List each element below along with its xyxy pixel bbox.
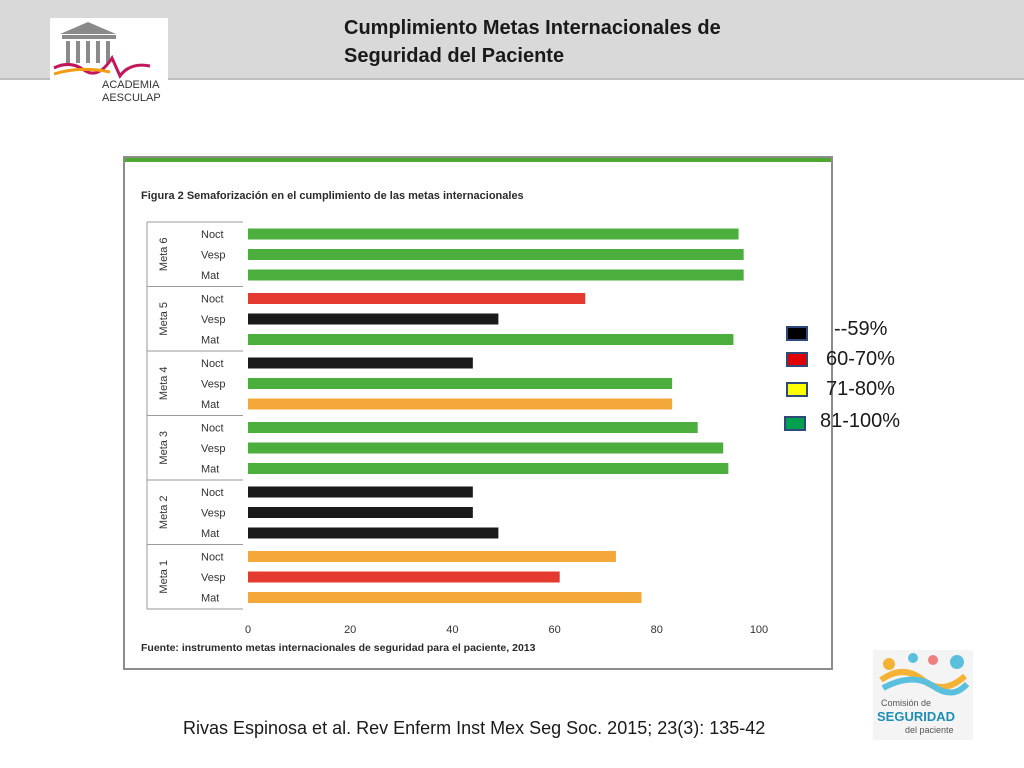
group-label: Meta 5 — [158, 302, 170, 336]
legend-label: 81-100% — [820, 410, 901, 432]
x-tick-label: 100 — [750, 624, 768, 636]
citation: Rivas Espinosa et al. Rev Enferm Inst Me… — [183, 718, 766, 738]
bar-label: Vesp — [201, 572, 225, 584]
group-label: Meta 1 — [158, 560, 170, 594]
bar — [248, 527, 499, 539]
logo-text-academia: ACADEMIA — [102, 79, 160, 91]
x-tick-label: 60 — [548, 624, 560, 636]
bar — [248, 313, 499, 325]
bar-label: Mat — [201, 270, 219, 282]
chart-title: Figura 2 Semaforización en el cumplimien… — [141, 190, 524, 202]
group-label: Meta 2 — [158, 495, 170, 529]
people-icon — [879, 653, 970, 696]
bar-label: Noct — [201, 229, 224, 241]
bar-label: Vesp — [201, 508, 225, 520]
logo-text-comision: Comisión de — [881, 698, 932, 708]
group-label: Meta 3 — [158, 431, 170, 465]
bar — [248, 486, 473, 498]
bar-label: Mat — [201, 593, 219, 605]
x-tick-label: 40 — [446, 624, 458, 636]
legend-label: 60-70% — [826, 348, 895, 370]
legend-label: --59% — [834, 318, 888, 340]
chart-source: Fuente: instrumento metas internacionale… — [141, 642, 536, 654]
group-label: Meta 4 — [158, 366, 170, 400]
bar — [248, 357, 473, 369]
bar-label: Mat — [201, 528, 219, 540]
bar-label: Noct — [201, 487, 224, 499]
bar — [248, 463, 729, 474]
group-label: Meta 6 — [158, 237, 170, 271]
bar — [248, 398, 673, 410]
legend-swatch — [786, 352, 808, 367]
bar — [248, 293, 586, 304]
legend-label: 71-80% — [826, 378, 895, 400]
bar-label: Vesp — [201, 443, 225, 455]
bar-label: Noct — [201, 358, 224, 370]
temple-icon: ACADEMIA AESCULAP — [53, 22, 161, 104]
slide-title-line1: Cumplimiento Metas Internacionales de — [344, 17, 721, 39]
x-tick-label: 80 — [651, 624, 663, 636]
bar-chart: Meta 6 Noct Vesp Mat Meta 5 Noct Vesp Mat Meta 4… — [146, 221, 768, 636]
bar — [248, 334, 734, 345]
x-tick-label: 0 — [245, 624, 251, 636]
logo-text-del-paciente: del paciente — [905, 725, 954, 735]
bar — [248, 592, 642, 603]
bar — [248, 571, 560, 583]
legend-swatch — [786, 382, 808, 397]
bar-label: Vesp — [201, 250, 225, 262]
title-band — [0, 0, 1024, 80]
bar-label: Noct — [201, 423, 224, 435]
bar — [248, 551, 616, 562]
bar-label: Mat — [201, 464, 219, 476]
logo-text-aesculap: AESCULAP — [102, 92, 161, 104]
chart-frame: Figura 2 Semaforización en el cumplimien… — [123, 156, 833, 670]
bar-label: Vesp — [201, 379, 225, 391]
bar — [248, 249, 744, 260]
bar — [248, 378, 673, 389]
bar-label: Noct — [201, 294, 224, 306]
legend-swatch — [784, 416, 806, 431]
logo-text-seguridad: SEGURIDAD — [877, 709, 956, 724]
bar-label: Mat — [201, 399, 219, 411]
slide-title: Cumplimiento Metas Internacionales de Se… — [344, 14, 721, 70]
x-tick-label: 20 — [344, 624, 356, 636]
seguridad-paciente-logo: Comisión de SEGURIDAD del paciente — [873, 650, 973, 740]
legend-swatch — [786, 326, 808, 341]
bar — [248, 442, 724, 454]
bar — [248, 228, 739, 240]
chart-top-border — [125, 158, 831, 162]
bar — [248, 507, 473, 518]
bar-label: Mat — [201, 335, 219, 347]
bar-label: Noct — [201, 552, 224, 564]
bar-label: Vesp — [201, 314, 225, 326]
slide-title-line2: Seguridad del Paciente — [344, 45, 565, 67]
bar — [248, 422, 698, 433]
academia-aesculap-logo: ACADEMIA AESCULAP — [50, 18, 168, 106]
bar — [248, 269, 744, 281]
